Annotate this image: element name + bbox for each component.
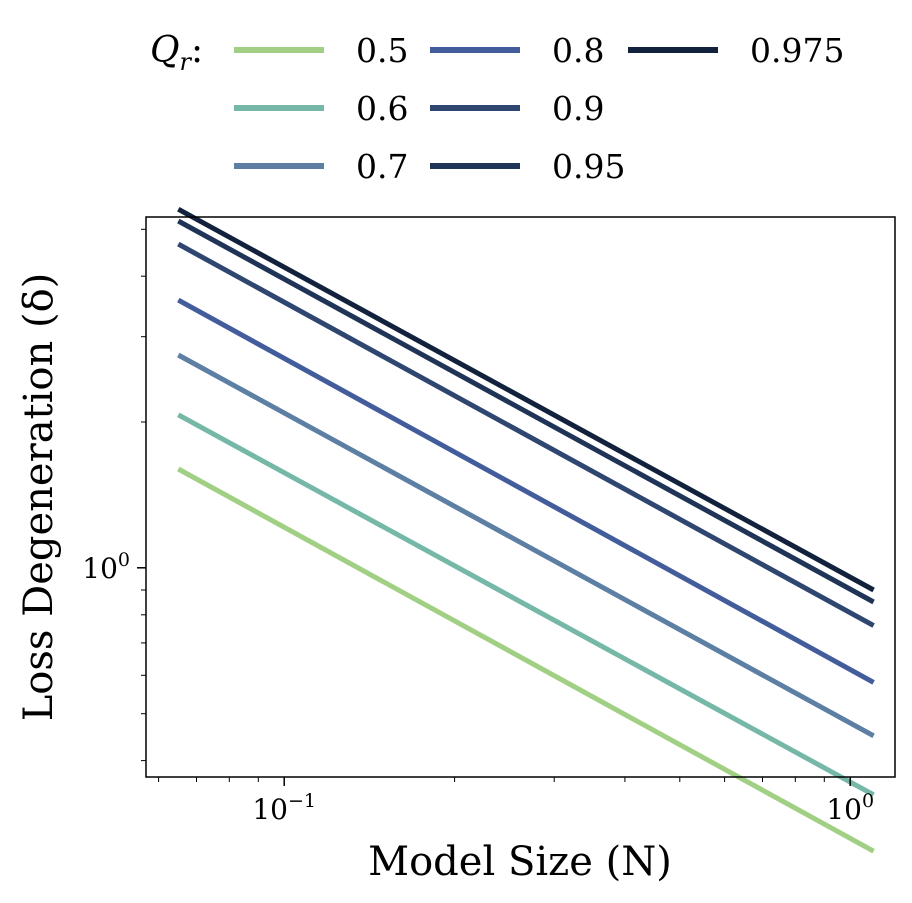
series-line-0.8 <box>177 297 875 685</box>
x-tick-label: 100 <box>826 790 874 826</box>
x-axis-label: Model Size (N) <box>368 839 672 885</box>
legend-label-0.95: 0.95 <box>552 147 625 186</box>
legend-label-0.9: 0.9 <box>552 89 604 128</box>
y-tick-label: 100 <box>82 549 130 585</box>
legend-label-0.975: 0.975 <box>750 31 844 70</box>
series-line-0.975 <box>177 207 875 593</box>
legend-label-0.5: 0.5 <box>356 31 408 70</box>
legend-label-0.6: 0.6 <box>356 89 408 128</box>
series-line-0.95 <box>177 218 875 605</box>
series-line-0.5 <box>177 466 875 854</box>
legend-title: Qr: <box>150 30 203 76</box>
series-line-0.9 <box>177 241 875 628</box>
y-axis-label: Loss Degeneration (δ) <box>16 273 62 722</box>
legend: Qr: 0.5 0.6 0.7 0.8 0.9 0.95 0.975 <box>150 30 844 186</box>
series-line-0.7 <box>177 352 875 738</box>
legend-label-0.7: 0.7 <box>356 147 408 186</box>
x-tick-label: 10−1 <box>252 790 316 826</box>
plot-frame <box>145 216 896 778</box>
plot-area: 10−1 100 100 <box>82 207 896 854</box>
legend-label-0.8: 0.8 <box>552 31 604 70</box>
series-line-0.6 <box>177 412 875 797</box>
